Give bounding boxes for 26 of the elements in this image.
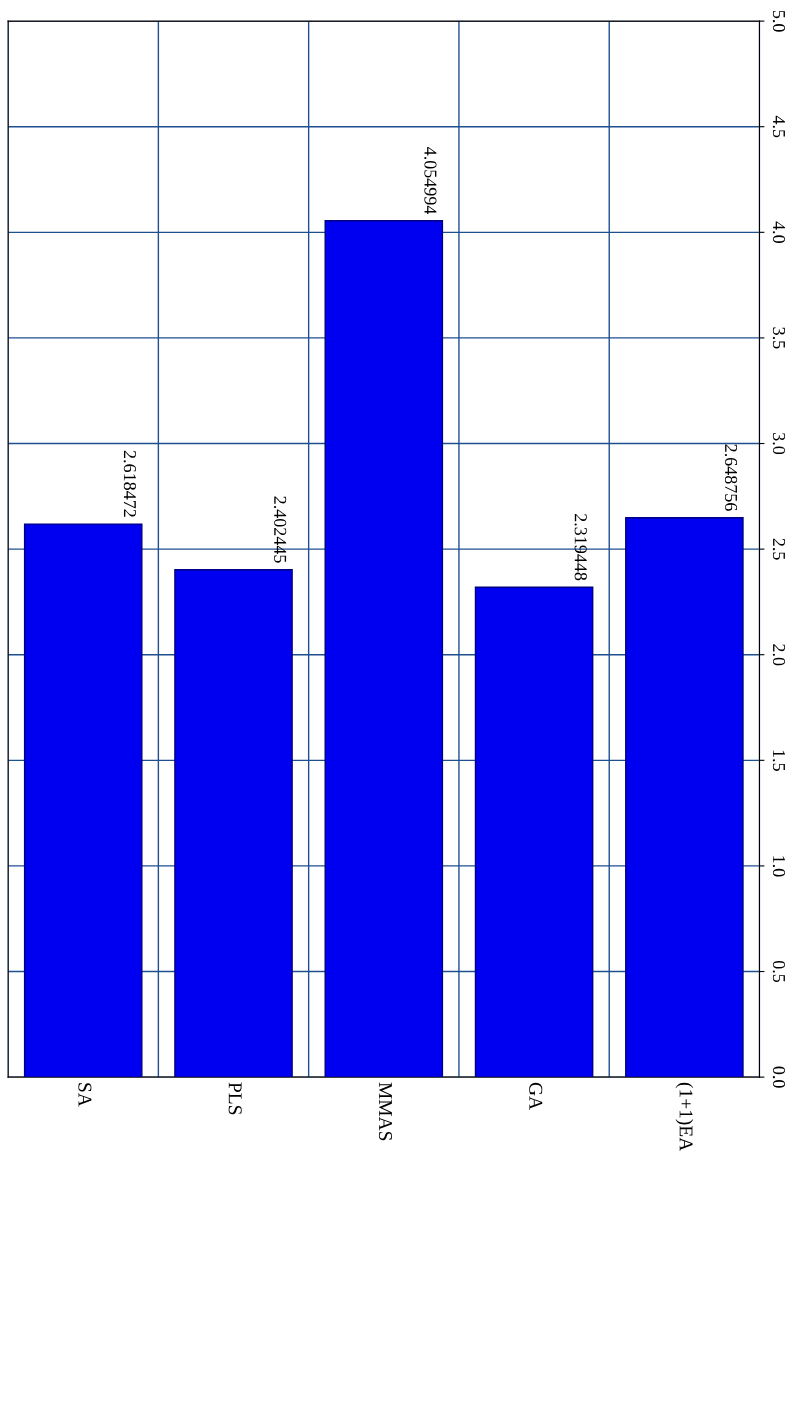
data-label: 2.319448: [574, 514, 587, 581]
data-label: 2.648756: [724, 444, 738, 511]
y-tick-label: 1.0: [772, 856, 786, 877]
bar: [174, 569, 293, 1078]
y-tick-label: 0.0: [772, 1066, 786, 1088]
data-label: 2.402445: [274, 496, 287, 563]
bar: [23, 523, 143, 1078]
y-tick-label: 5.0: [772, 10, 786, 32]
y-tick-label: 0.5: [772, 960, 786, 983]
y-tick-label: 4.0: [772, 221, 786, 243]
x-tick-label: PLS: [228, 1082, 242, 1115]
y-tick-label: 1.5: [772, 750, 786, 771]
bar: [474, 586, 594, 1078]
data-label: 2.618472: [123, 450, 136, 517]
data-label: 4.054994: [424, 147, 437, 215]
x-tick-label: SA: [78, 1083, 92, 1107]
y-tick-label: 2.0: [772, 644, 786, 666]
x-tick-label: GA: [529, 1082, 543, 1110]
bar: [324, 220, 444, 1078]
x-tick-label: (1+1)EA: [675, 1082, 694, 1152]
bar: [625, 517, 744, 1078]
x-tick-label: MMAS: [378, 1082, 392, 1141]
y-tick-label: 4.5: [772, 115, 785, 138]
y-tick-label: 2.5: [772, 538, 786, 560]
y-tick-label: 3.5: [772, 327, 786, 349]
y-tick-label: 3.0: [772, 433, 786, 455]
